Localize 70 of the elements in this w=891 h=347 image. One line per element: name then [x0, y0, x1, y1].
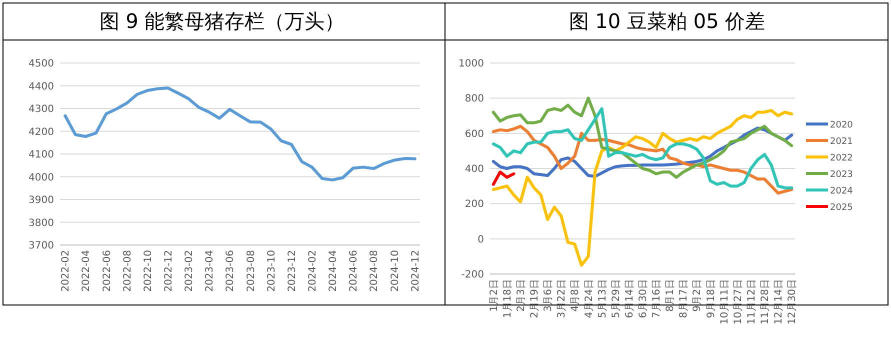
- x-tick-label: 2023-12: [286, 250, 298, 292]
- x-tick-label: 2022-02: [60, 250, 72, 292]
- x-tick-label: 4月8日: [570, 279, 582, 312]
- x-tick-label: 3月6日: [543, 279, 554, 312]
- x-tick-label: 2022-12: [164, 250, 174, 292]
- y-tick-label: 4100: [28, 150, 54, 160]
- x-tick-label: 2023-04: [204, 250, 216, 292]
- x-tick-label: 2022-04: [81, 250, 92, 292]
- y-tick-label: 800: [464, 94, 484, 105]
- x-tick-label: 2022-06: [102, 250, 113, 292]
- x-tick-label: 2月3日: [516, 279, 527, 312]
- y-tick-label: -200: [461, 270, 484, 280]
- x-tick-label: 2023-10: [266, 250, 278, 292]
- x-tick-label: 2023-06: [225, 250, 236, 292]
- legend-label: 2024: [830, 186, 854, 196]
- x-tick-label: 10月11日: [719, 279, 730, 324]
- x-tick-label: 8月17日: [678, 279, 690, 318]
- legend-label: 2022: [830, 154, 853, 164]
- y-tick-label: 0: [478, 234, 484, 246]
- x-tick-label: 6月30日: [638, 279, 649, 318]
- y-tick-label: 4500: [28, 58, 54, 70]
- line-series: [492, 96, 794, 179]
- line-series: [64, 86, 416, 182]
- legend-label: 2023: [830, 170, 853, 180]
- y-tick-label: 4400: [28, 81, 54, 92]
- y-tick-label: 600: [464, 128, 484, 140]
- y-tick-label: 200: [464, 199, 484, 210]
- y-tick-label: 3800: [28, 218, 54, 229]
- x-tick-label: 11月28日: [760, 279, 771, 324]
- x-tick-label: 2024-08: [369, 250, 380, 292]
- x-tick-label: 2024-12: [410, 250, 422, 292]
- x-tick-label: 2023-08: [246, 250, 257, 292]
- line-series: [492, 170, 516, 186]
- y-tick-label: 400: [464, 164, 484, 175]
- x-tick-label: 9月18日: [706, 279, 717, 318]
- legend-label: 2020: [830, 120, 854, 130]
- x-tick-label: 2月19日: [530, 279, 541, 318]
- x-tick-label: 12月30日: [787, 279, 798, 324]
- legend-label: 2021: [830, 137, 853, 147]
- y-tick-label: 3700: [28, 240, 54, 252]
- x-tick-label: 8月1日: [665, 279, 676, 312]
- chart-title: 图 10 豆菜粕 05 价差: [568, 9, 766, 33]
- y-tick-label: 4200: [28, 126, 54, 138]
- x-tick-label: 2024-10: [390, 250, 401, 292]
- x-tick-label: 12月14日: [774, 279, 785, 324]
- legend-label: 2025: [830, 203, 853, 213]
- y-tick-label: 3900: [28, 195, 54, 206]
- x-tick-label: 5月29日: [610, 279, 622, 318]
- x-tick-label: 6月14日: [624, 279, 636, 318]
- x-tick-label: 2024-06: [348, 250, 360, 292]
- x-tick-label: 5月13日: [597, 279, 608, 318]
- x-tick-label: 1月18日: [502, 279, 514, 318]
- x-tick-label: 2022-10: [142, 250, 154, 292]
- line-series: [492, 107, 794, 190]
- x-tick-label: 7月16日: [652, 279, 663, 318]
- chart-title: 图 9 能繁母猪存栏（万头）: [99, 9, 345, 33]
- y-tick-label: 4000: [28, 172, 54, 184]
- y-tick-label: 1000: [458, 58, 484, 70]
- x-tick-label: 2022-08: [122, 250, 134, 292]
- x-tick-label: 1月2日: [488, 279, 500, 312]
- x-tick-label: 11月12日: [746, 279, 758, 324]
- x-tick-label: 2024-02: [308, 250, 318, 292]
- x-tick-label: 2023-02: [184, 250, 196, 292]
- x-tick-label: 2024-04: [328, 250, 340, 292]
- x-tick-label: 3月22日: [556, 279, 568, 318]
- x-tick-label: 10月27日: [732, 279, 744, 324]
- x-tick-label: 4月24日: [584, 279, 595, 318]
- line-series: [492, 108, 794, 267]
- y-tick-label: 4300: [28, 104, 54, 115]
- x-tick-label: 9月2日: [692, 279, 704, 312]
